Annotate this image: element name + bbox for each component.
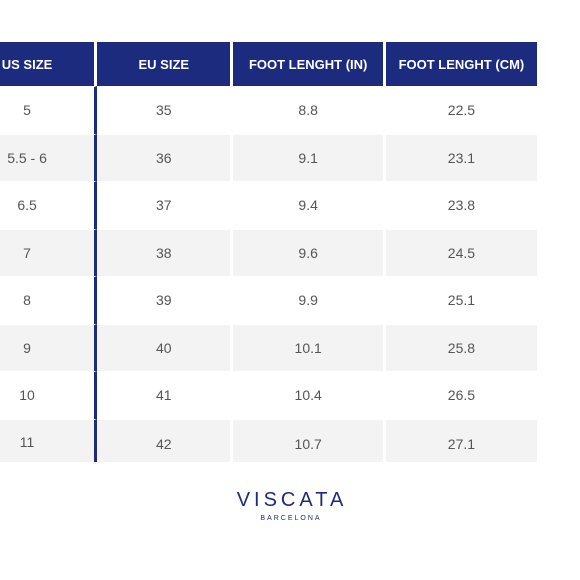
eu-size-cell: 40 (97, 323, 234, 371)
header-foot-length-in: FOOT LENGHT (IN) (233, 42, 386, 86)
foot-length-cm-cell: 23.1 (385, 133, 540, 181)
eu-size-cell: 36 (97, 133, 234, 181)
table-row: 6.5 37 9.4 23.8 (0, 181, 540, 229)
header-us-size: US SIZE (0, 42, 98, 86)
header-eu-size: EU SIZE (97, 42, 234, 86)
us-size-cell: 6.5 (0, 181, 98, 229)
header-row: US SIZE EU SIZE FOOT LENGHT (IN) FOOT LE… (0, 42, 540, 86)
foot-length-cm-cell: 26.5 (385, 371, 540, 419)
eu-size-cell: 42 (97, 418, 234, 462)
us-size-cell: 5 (0, 86, 98, 134)
us-size-cell: 8 (0, 276, 98, 324)
eu-size-cell: 41 (97, 371, 234, 419)
table-row: 8 39 9.9 25.1 (0, 276, 540, 324)
foot-length-cm-cell: 22.5 (385, 86, 540, 134)
foot-length-cm-cell: 25.8 (385, 323, 540, 371)
size-chart-table: US SIZE EU SIZE FOOT LENGHT (IN) FOOT LE… (0, 42, 540, 462)
us-size-cell: 7 (0, 228, 98, 276)
foot-length-in-cell: 10.7 (233, 418, 386, 462)
foot-length-cm-cell: 23.8 (385, 181, 540, 229)
foot-length-in-cell: 9.9 (233, 276, 386, 324)
foot-length-in-cell: 9.4 (233, 181, 386, 229)
eu-size-cell: 38 (97, 228, 234, 276)
brand-subtitle: BARCELONA (260, 515, 322, 522)
eu-size-cell: 37 (97, 181, 234, 229)
brand-logo: VISCATA BARCELONA (0, 489, 580, 524)
table-row: 10 41 10.4 26.5 (0, 371, 540, 419)
us-size-cell: 5.5 - 6 (0, 133, 98, 181)
table-row: 11 42 10.7 27.1 (0, 418, 540, 462)
brand-name: VISCATA (236, 489, 348, 511)
table-row: 5 35 8.8 22.5 (0, 86, 540, 134)
size-chart: US SIZE EU SIZE FOOT LENGHT (IN) FOOT LE… (0, 42, 580, 462)
foot-length-in-cell: 9.6 (233, 228, 386, 276)
foot-length-cm-cell: 24.5 (385, 228, 540, 276)
us-size-cell: 9 (0, 323, 98, 371)
foot-length-cm-cell: 25.1 (385, 276, 540, 324)
foot-length-in-cell: 10.1 (233, 323, 386, 371)
foot-length-in-cell: 10.4 (233, 371, 386, 419)
foot-length-in-cell: 9.1 (233, 133, 386, 181)
header-foot-length-cm: FOOT LENGHT (CM) (385, 42, 540, 86)
table-row: 7 38 9.6 24.5 (0, 228, 540, 276)
table-row: 9 40 10.1 25.8 (0, 323, 540, 371)
us-size-cell: 11 (0, 418, 98, 462)
eu-size-cell: 35 (97, 86, 234, 134)
foot-length-in-cell: 8.8 (233, 86, 386, 134)
foot-length-cm-cell: 27.1 (385, 418, 540, 462)
table-row: 5.5 - 6 36 9.1 23.1 (0, 133, 540, 181)
eu-size-cell: 39 (97, 276, 234, 324)
us-size-cell: 10 (0, 371, 98, 419)
